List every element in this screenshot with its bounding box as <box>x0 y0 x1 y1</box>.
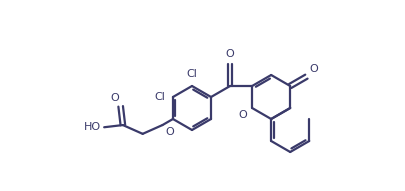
Text: Cl: Cl <box>186 69 197 79</box>
Text: Cl: Cl <box>153 92 164 102</box>
Text: O: O <box>165 127 174 137</box>
Text: O: O <box>110 93 118 103</box>
Text: O: O <box>225 49 234 59</box>
Text: HO: HO <box>84 122 101 132</box>
Text: O: O <box>238 110 247 120</box>
Text: O: O <box>309 64 318 74</box>
